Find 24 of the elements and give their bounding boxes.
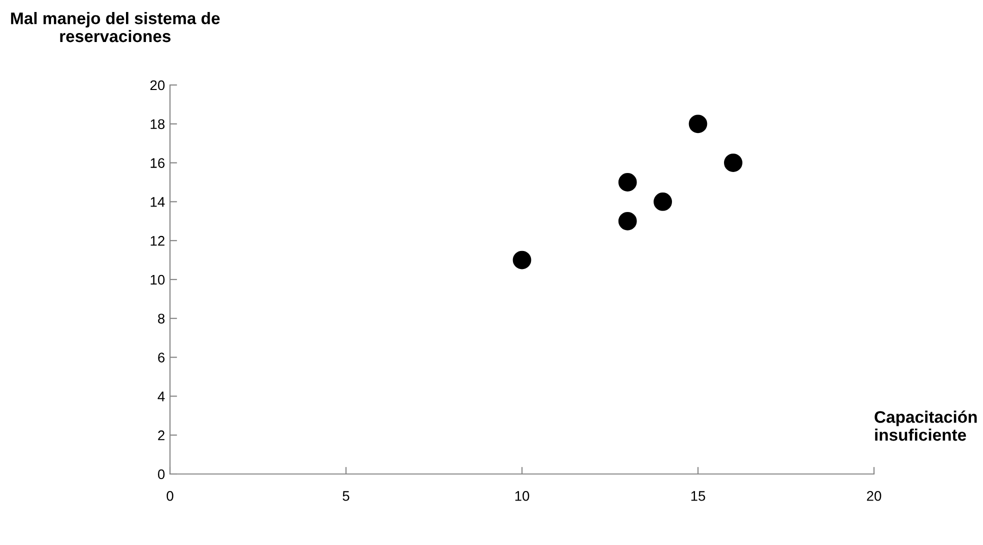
- y-tick-label: 4: [158, 392, 165, 402]
- y-tick-label: 14: [150, 197, 165, 207]
- point: [618, 212, 637, 230]
- y-tick-label: 6: [158, 352, 165, 362]
- x-tick-label: 5: [342, 491, 350, 501]
- x-tick-label: 10: [515, 491, 530, 501]
- y-axis-title: Mal manejo del sistema de reservaciones: [11, 12, 220, 42]
- x-tick-label: 0: [166, 491, 174, 501]
- x-tick-label: 20: [866, 491, 882, 501]
- y-tick-label: 8: [158, 314, 165, 324]
- y-tick-label: 12: [150, 236, 164, 246]
- y-tick-label: 18: [150, 119, 165, 130]
- point: [618, 173, 637, 192]
- point: [512, 250, 532, 270]
- x-axis-title: Capacitación insuficiente: [874, 410, 977, 441]
- y-tick-label: 10: [150, 274, 165, 285]
- y-tick-label: 16: [150, 158, 165, 168]
- point: [688, 114, 708, 134]
- y-tick-label: 0: [158, 469, 165, 480]
- point: [654, 192, 672, 211]
- y-tick-label: 20: [150, 80, 165, 90]
- x-tick-label: 15: [691, 491, 706, 501]
- y-tick-label: 2: [158, 430, 164, 440]
- point: [724, 154, 742, 172]
